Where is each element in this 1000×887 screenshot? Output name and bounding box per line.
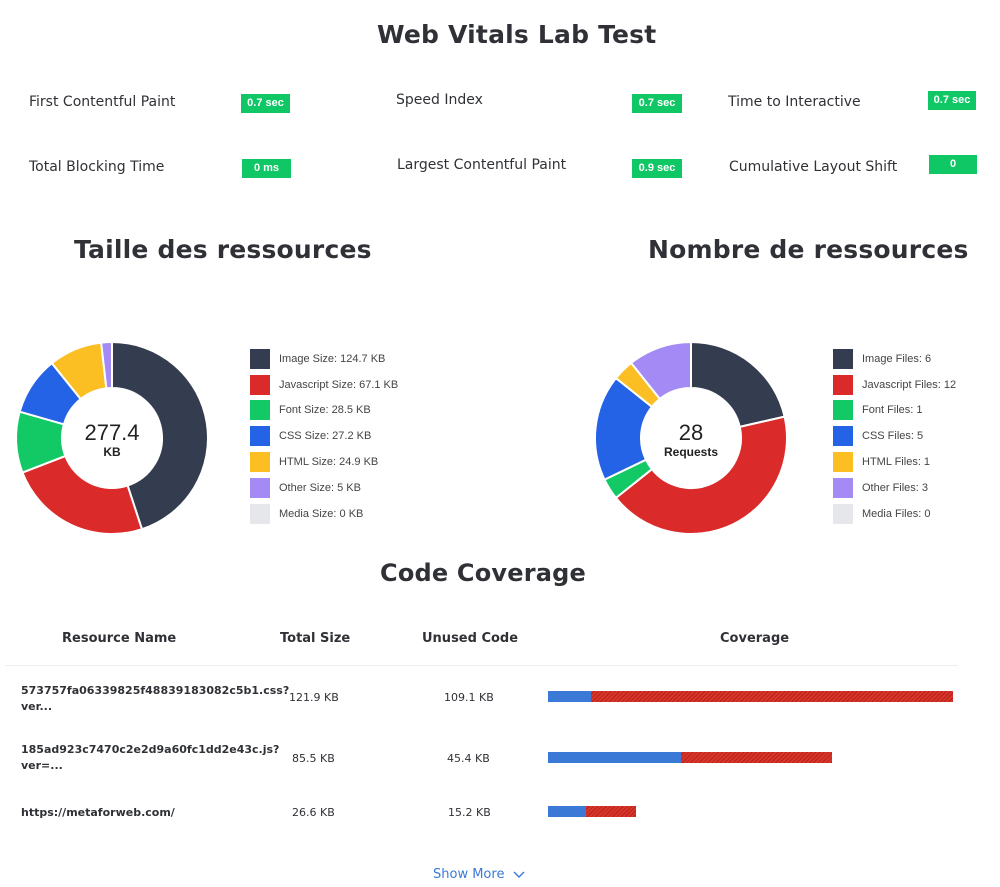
size-section-title: Taille des ressources <box>74 235 372 264</box>
donut-slice-other <box>100 340 113 390</box>
resource-name-line1: https://metaforweb.com/ <box>21 806 175 819</box>
donut-slice-javascript <box>21 454 144 535</box>
donut-slice-image <box>690 340 786 429</box>
donut-slice-image <box>111 340 209 531</box>
legend-swatch <box>833 478 853 498</box>
legend-label: CSS Size: 27.2 KB <box>279 430 372 442</box>
page-title: Web Vitals Lab Test <box>377 20 657 49</box>
unused-code: 15.2 KB <box>448 806 491 819</box>
metric-badge-tbt: 0 ms <box>242 159 291 178</box>
size-donut-chart: 277.4 KB <box>14 340 210 536</box>
col-header-resource-name: Resource Name <box>62 631 177 646</box>
legend-label: CSS Files: 5 <box>862 430 924 442</box>
legend-swatch <box>833 400 853 420</box>
count-legend: Image Files: 6 Javascript Files: 12 Font… <box>833 349 993 529</box>
legend-swatch <box>250 400 270 420</box>
legend-label: Media Size: 0 KB <box>279 508 364 520</box>
legend-swatch <box>250 426 270 446</box>
resource-name: 573757fa06339825f48839183082c5b1.css? ve… <box>21 683 289 715</box>
chevron-down-icon <box>513 871 525 878</box>
resource-name-line1: 185ad923c7470c2e2d9a60fc1dd2e43c.js? <box>21 743 280 756</box>
size-legend: Image Size: 124.7 KB Javascript Size: 67… <box>250 349 430 529</box>
col-header-unused-code: Unused Code <box>422 631 519 646</box>
table-header-divider <box>5 665 958 666</box>
metric-badge-fcp: 0.7 sec <box>241 94 290 113</box>
metric-label-speed-index: Speed Index <box>396 92 483 108</box>
legend-label: HTML Files: 1 <box>862 456 931 468</box>
metric-label-cls: Cumulative Layout Shift <box>729 159 898 175</box>
legend-label: Media Files: 0 <box>862 508 931 520</box>
count-section-title: Nombre de ressources <box>648 235 969 264</box>
coverage-title: Code Coverage <box>380 559 587 587</box>
legend-swatch <box>833 504 853 524</box>
metric-label-lcp: Largest Contentful Paint <box>397 157 567 173</box>
legend-swatch <box>250 349 270 369</box>
resource-name-line2: ver=... <box>21 759 63 772</box>
legend-label: Other Files: 3 <box>862 482 929 494</box>
coverage-bar <box>548 691 953 702</box>
legend-swatch <box>833 375 853 395</box>
legend-label: Font Files: 1 <box>862 404 923 416</box>
legend-swatch <box>250 504 270 524</box>
total-size: 121.9 KB <box>289 691 339 704</box>
total-size: 26.6 KB <box>292 806 335 819</box>
legend-swatch <box>250 375 270 395</box>
metric-label-fcp: First Contentful Paint <box>29 94 176 110</box>
legend-swatch <box>833 349 853 369</box>
metric-badge-tti: 0.7 sec <box>928 91 976 110</box>
legend-label: Font Size: 28.5 KB <box>279 404 371 416</box>
coverage-bar-used <box>548 752 682 763</box>
show-more-button[interactable]: Show More <box>433 867 525 882</box>
metric-badge-cls: 0 <box>929 155 977 174</box>
donut-slice-other <box>629 340 692 401</box>
coverage-bar-used <box>548 806 586 817</box>
metric-badge-lcp: 0.9 sec <box>632 159 682 178</box>
unused-code: 45.4 KB <box>447 752 490 765</box>
legend-label: Javascript Files: 12 <box>862 379 957 391</box>
legend-swatch <box>833 452 853 472</box>
col-header-total-size: Total Size <box>280 631 351 646</box>
legend-swatch <box>833 426 853 446</box>
resource-name-line1: 573757fa06339825f48839183082c5b1.css? <box>21 684 290 697</box>
legend-label: Image Files: 6 <box>862 353 932 365</box>
legend-label: Javascript Size: 67.1 KB <box>279 379 399 391</box>
resource-name: 185ad923c7470c2e2d9a60fc1dd2e43c.js? ver… <box>21 742 279 774</box>
show-more-label: Show More <box>433 867 505 882</box>
coverage-bar-unused <box>585 806 637 817</box>
coverage-bar-unused <box>681 752 833 763</box>
resource-name: https://metaforweb.com/ <box>21 805 175 821</box>
total-size: 85.5 KB <box>292 752 335 765</box>
metric-label-tti: Time to Interactive <box>728 94 861 110</box>
legend-swatch <box>250 478 270 498</box>
legend-swatch <box>250 452 270 472</box>
count-donut-svg <box>594 340 788 535</box>
metric-badge-speed-index: 0.7 sec <box>632 94 682 113</box>
legend-label: Image Size: 124.7 KB <box>279 353 386 365</box>
metric-label-tbt: Total Blocking Time <box>29 159 165 175</box>
donut-slice-javascript <box>614 415 788 535</box>
size-donut-svg <box>15 340 209 535</box>
coverage-bar <box>548 752 833 763</box>
coverage-bar <box>548 806 637 817</box>
unused-code: 109.1 KB <box>444 691 494 704</box>
col-header-coverage: Coverage <box>720 631 790 646</box>
legend-label: Other Size: 5 KB <box>279 482 361 494</box>
coverage-bar-unused <box>590 691 953 702</box>
legend-label: HTML Size: 24.9 KB <box>279 456 379 468</box>
count-donut-chart: 28 Requests <box>593 340 789 536</box>
coverage-bar-used <box>548 691 591 702</box>
resource-name-line2: ver... <box>21 700 53 713</box>
